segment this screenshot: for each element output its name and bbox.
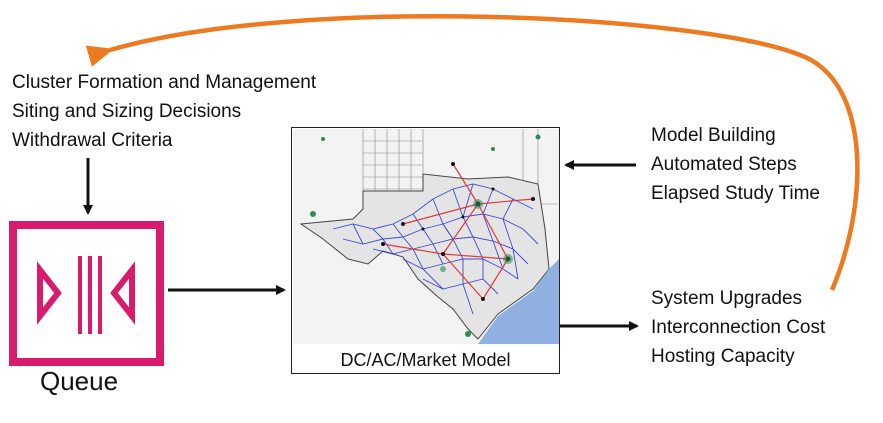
label-automated-steps: Automated Steps — [651, 154, 797, 175]
queue-label: Queue — [40, 366, 119, 396]
label-interconnection-cost: Interconnection Cost — [651, 317, 826, 338]
model-inputs: Model Building Automated Steps Elapsed S… — [651, 121, 820, 208]
label-siting-sizing: Siting and Sizing Decisions — [12, 101, 242, 122]
model-outputs: System Upgrades Interconnection Cost Hos… — [651, 284, 825, 371]
texas-grid-map — [293, 129, 559, 344]
label-system-upgrades: System Upgrades — [651, 288, 803, 309]
gulf-water — [478, 259, 559, 344]
queue-icon — [9, 221, 164, 366]
feedback-arrow — [85, 14, 860, 291]
map-frame: DC/AC/Market Model — [291, 127, 560, 374]
label-model-building: Model Building — [651, 125, 776, 146]
queue-inputs: Cluster Formation and Management Siting … — [12, 68, 316, 155]
label-withdrawal-criteria: Withdrawal Criteria — [12, 130, 173, 151]
label-cluster-formation: Cluster Formation and Management — [12, 72, 317, 93]
label-elapsed-study-time: Elapsed Study Time — [651, 183, 820, 204]
label-hosting-capacity: Hosting Capacity — [651, 346, 795, 367]
map-caption: DC/AC/Market Model — [340, 350, 511, 370]
